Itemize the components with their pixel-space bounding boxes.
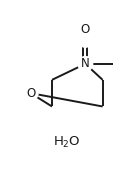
Text: O: O xyxy=(81,23,90,36)
Text: O: O xyxy=(68,135,79,148)
Text: H: H xyxy=(54,135,64,148)
Circle shape xyxy=(78,33,93,47)
Circle shape xyxy=(78,56,93,71)
Text: 2: 2 xyxy=(63,140,68,149)
Text: O: O xyxy=(26,87,35,100)
Text: N: N xyxy=(81,57,90,70)
Circle shape xyxy=(23,86,38,100)
